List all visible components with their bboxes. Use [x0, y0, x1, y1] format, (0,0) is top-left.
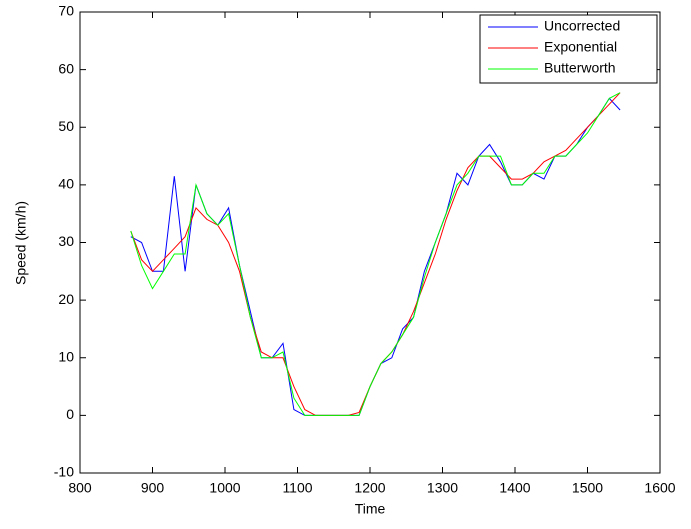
- y-tick-label: 50: [58, 118, 74, 134]
- y-tick-label: 70: [58, 3, 74, 19]
- y-tick-label: 0: [66, 406, 74, 422]
- x-tick-label: 1500: [572, 480, 603, 496]
- x-tick-label: 1400: [499, 480, 530, 496]
- legend: [479, 14, 658, 84]
- y-tick-label: 60: [58, 60, 74, 76]
- y-axis-label: Speed (km/h): [13, 201, 29, 285]
- y-tick-label: -10: [54, 464, 74, 480]
- x-tick-label: 1300: [427, 480, 458, 496]
- plot-area: [79, 11, 661, 474]
- y-tick-label: 20: [58, 291, 74, 307]
- y-tick-label: 10: [58, 348, 74, 364]
- y-tick-label: 30: [58, 233, 74, 249]
- x-tick-label: 1200: [354, 480, 385, 496]
- x-tick-label: 800: [68, 480, 92, 496]
- line-series: [130, 92, 621, 416]
- legend-label: Exponential: [544, 39, 617, 55]
- x-tick-label: 900: [141, 480, 165, 496]
- x-tick-label: 1600: [644, 480, 675, 496]
- legend-label: Uncorrected: [544, 18, 620, 34]
- x-tick-label: 1100: [282, 480, 312, 496]
- x-tick-label: 1000: [209, 480, 240, 496]
- x-axis-label: Time: [355, 501, 386, 517]
- legend-label: Butterworth: [544, 60, 616, 76]
- y-tick-label: 40: [58, 176, 74, 192]
